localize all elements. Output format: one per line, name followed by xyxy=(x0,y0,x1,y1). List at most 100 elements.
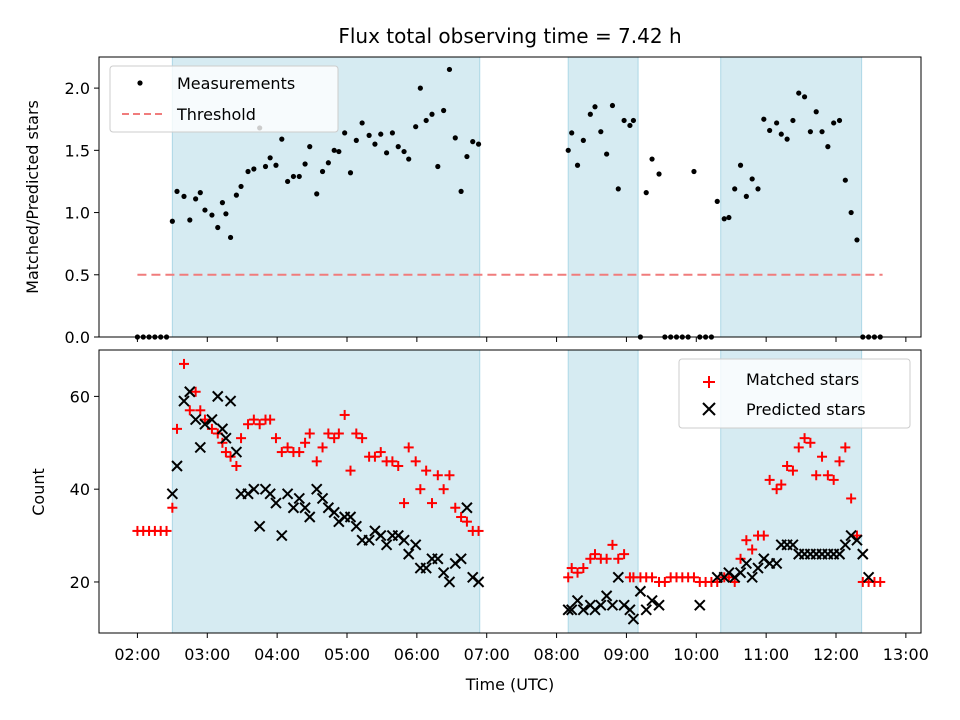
matched-star-point xyxy=(822,470,833,481)
measurement-point xyxy=(819,129,825,135)
x-tick-label: 08:00 xyxy=(534,645,580,664)
measurement-point xyxy=(842,177,848,183)
matched-star-point xyxy=(265,414,276,425)
matched-star-point xyxy=(461,516,472,527)
top-y-tick-label: 2.0 xyxy=(65,79,90,98)
predicted-star-point xyxy=(612,571,624,584)
bottom-legend-box xyxy=(678,358,911,429)
predicted-star-point xyxy=(455,553,467,565)
predicted-star-point xyxy=(304,511,316,523)
predicted-star-point xyxy=(216,423,229,435)
measurement-point xyxy=(314,191,320,197)
predicted-star-point xyxy=(199,418,211,430)
measurement-point xyxy=(615,186,621,192)
matched-star-point xyxy=(415,484,426,495)
x-tick-label: 10:00 xyxy=(673,645,719,664)
legend-measurements-label: Measurements xyxy=(177,74,295,93)
matched-star-point xyxy=(311,456,322,467)
matched-star-point xyxy=(688,572,699,583)
x-tick-label: 09:00 xyxy=(603,645,649,664)
matched-star-point xyxy=(735,553,746,564)
matched-star-point xyxy=(248,414,259,425)
measurement-point xyxy=(609,102,616,109)
matched-star-point xyxy=(771,484,782,495)
measurement-point xyxy=(446,66,453,73)
matched-star-point xyxy=(375,447,386,458)
measurement-point xyxy=(755,186,761,192)
predicted-star-point xyxy=(402,548,415,560)
bottom-plot-frame xyxy=(98,349,922,634)
matched-star-point xyxy=(421,465,432,476)
matched-star-point xyxy=(172,423,183,434)
predicted-star-point xyxy=(363,534,375,546)
measurement-point xyxy=(187,217,193,223)
measurement-point xyxy=(383,150,390,156)
bottom-panel: 20 40 60 02:00 03:00 04:00 05:00 06:00 07:00 08:… xyxy=(29,349,929,694)
measurement-point xyxy=(423,117,429,124)
matched-star-point xyxy=(254,419,265,430)
x-tick-label: 06:00 xyxy=(394,645,440,664)
predicted-star-point xyxy=(787,539,799,551)
matched-star-point xyxy=(828,474,839,485)
predicted-star-point xyxy=(595,599,607,611)
predicted-star-point xyxy=(253,520,266,533)
top-y-tick-label: 1.0 xyxy=(65,204,90,223)
bottom-y-tick-label: 20 xyxy=(70,573,90,592)
predicted-star-point xyxy=(694,599,706,611)
predicted-star-point xyxy=(461,502,473,514)
top-y-tick-label: 0.5 xyxy=(65,266,90,285)
matched-star-point xyxy=(875,576,886,587)
matched-star-point xyxy=(369,451,380,462)
measurement-point xyxy=(656,171,662,177)
predicted-star-point xyxy=(640,604,652,616)
bottom-x-ticks: 02:00 03:00 04:00 05:00 06:00 07:00 08:00 09:00… xyxy=(114,633,929,664)
observing-window-1 xyxy=(171,349,481,634)
matched-star-point xyxy=(329,433,340,444)
measurement-point xyxy=(353,137,359,143)
measurement-point xyxy=(458,188,464,194)
measurement-point xyxy=(854,237,860,243)
top-legend: Measurements Threshold xyxy=(109,65,339,133)
x-tick-label: 13:00 xyxy=(883,645,929,664)
measurement-point xyxy=(429,111,435,117)
matched-star-point xyxy=(333,428,344,439)
predicted-star-point xyxy=(606,599,619,611)
predicted-star-point xyxy=(627,613,640,625)
predicted-star-point xyxy=(166,488,179,500)
matched-star-point xyxy=(782,460,793,471)
matched-star-point xyxy=(276,447,287,458)
measurement-point xyxy=(296,173,302,180)
measurement-point xyxy=(831,120,837,126)
measurement-point xyxy=(193,196,199,202)
predicted-star-point xyxy=(432,553,444,565)
matched-star-point xyxy=(473,525,484,536)
measurement-point xyxy=(336,148,342,155)
measurement-point xyxy=(413,124,419,130)
predicted-star-point xyxy=(566,604,578,616)
bottom-legend: Matched stars Predicted stars xyxy=(678,358,911,429)
measurement-point xyxy=(395,144,401,150)
matched-star-point xyxy=(659,576,670,587)
measurement-point xyxy=(592,104,598,110)
predicted-star-point xyxy=(206,413,218,426)
predicted-star-point xyxy=(350,520,363,533)
predicted-star-point xyxy=(571,594,584,607)
matched-star-point xyxy=(444,470,455,481)
predicted-star-point xyxy=(857,548,869,560)
measurement-point xyxy=(227,234,234,241)
measurement-point xyxy=(389,130,396,136)
measurement-point xyxy=(714,198,720,204)
matched-star-point xyxy=(776,479,787,490)
predicted-star-point xyxy=(380,539,393,551)
top-legend-box xyxy=(109,65,339,133)
bottom-y-tick-label: 40 xyxy=(70,480,90,499)
measurement-point xyxy=(778,131,784,137)
matched-star-point xyxy=(167,502,178,513)
measurement-point xyxy=(813,109,819,115)
predicted-star-point xyxy=(746,571,758,584)
predicted-star-point xyxy=(184,386,196,398)
x-tick-label: 02:00 xyxy=(114,645,160,664)
measurement-point xyxy=(691,168,697,175)
predicted-star-point xyxy=(740,557,753,570)
measurement-point xyxy=(169,218,175,224)
